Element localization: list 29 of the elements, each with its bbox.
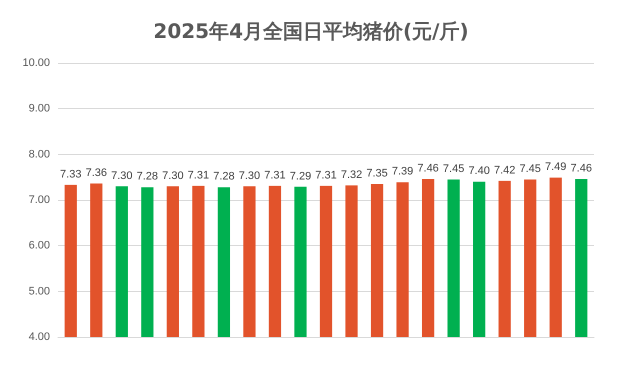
y-tick-label: 8.00 bbox=[28, 148, 50, 160]
data-label: 7.40 bbox=[468, 165, 490, 178]
data-label: 7.32 bbox=[340, 168, 362, 181]
y-tick-label: 6.00 bbox=[28, 240, 50, 252]
data-label: 7.30 bbox=[162, 170, 184, 182]
chart-title: 2025年4月全国日平均猪价(元/斤) bbox=[153, 19, 469, 43]
data-label: 7.35 bbox=[366, 168, 388, 180]
data-label: 7.30 bbox=[111, 170, 133, 182]
data-label: 7.46 bbox=[417, 162, 439, 174]
data-label: 7.30 bbox=[238, 170, 260, 182]
data-label: 7.31 bbox=[264, 169, 286, 182]
y-tick-label: 4.00 bbox=[28, 331, 50, 343]
y-tick-label: 9.00 bbox=[28, 102, 50, 115]
data-label: 7.36 bbox=[86, 167, 107, 180]
data-label: 7.33 bbox=[60, 168, 82, 180]
y-tick-label: 5.00 bbox=[28, 285, 50, 298]
data-label: 7.39 bbox=[392, 166, 414, 178]
data-label: 7.49 bbox=[545, 161, 566, 174]
data-label: 7.42 bbox=[494, 164, 516, 176]
data-label: 7.45 bbox=[519, 162, 541, 175]
data-label: 7.29 bbox=[290, 170, 312, 182]
data-label: 7.31 bbox=[188, 169, 210, 182]
y-tick-label: 10.00 bbox=[22, 57, 50, 69]
y-tick-label: 7.00 bbox=[28, 194, 50, 206]
data-label: 7.28 bbox=[136, 170, 158, 183]
data-label: 7.45 bbox=[442, 162, 464, 175]
data-label: 7.31 bbox=[315, 169, 337, 182]
data-label: 7.28 bbox=[213, 170, 235, 183]
data-label: 7.46 bbox=[570, 162, 592, 174]
